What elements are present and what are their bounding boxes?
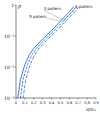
y-tick-label: 10⁻¹ bbox=[4, 34, 14, 39]
y-tick-label: 1 bbox=[11, 3, 14, 8]
x-axis-label: σ/σₘ bbox=[86, 107, 96, 112]
x-tick bbox=[42, 98, 43, 100]
x-tick-label: 0,2 bbox=[31, 101, 37, 105]
y-axis-label: P bbox=[18, 4, 21, 10]
x-tick bbox=[60, 98, 61, 100]
series-label: 4 paliers bbox=[75, 4, 92, 9]
chart: 0 0,10,20,30,40,50,60,70,80,9 10⁻³ 10⁻² 10⁻¹… bbox=[0, 0, 100, 116]
x-tick-label: 0,5 bbox=[58, 101, 64, 105]
annotation-leader bbox=[47, 18, 61, 21]
y-tick-label: 10⁻³ bbox=[4, 96, 14, 101]
y-tick bbox=[15, 98, 17, 99]
x-tick bbox=[87, 98, 88, 100]
x-tick-label: 0 bbox=[15, 101, 18, 105]
y-tick bbox=[15, 36, 17, 37]
x-tick-label: 0,3 bbox=[40, 101, 46, 105]
x-tick-label: 0,4 bbox=[49, 101, 55, 105]
x-tick bbox=[51, 98, 52, 100]
x-tick-label: 0,1 bbox=[22, 101, 28, 105]
y-tick bbox=[15, 67, 17, 68]
annotation-leader bbox=[63, 8, 75, 21]
y-tick bbox=[15, 5, 17, 6]
series-line bbox=[20, 6, 76, 98]
x-tick bbox=[69, 98, 70, 100]
x-axis bbox=[16, 98, 96, 99]
x-tick-label: 0,9 bbox=[93, 101, 99, 105]
x-tick bbox=[78, 98, 79, 100]
plot-area bbox=[18, 6, 79, 98]
x-tick-label: 0,6 bbox=[66, 101, 72, 105]
annotation-leader bbox=[44, 10, 66, 21]
series-label: 5 paliers bbox=[29, 14, 46, 19]
y-axis bbox=[16, 5, 17, 98]
x-tick bbox=[16, 98, 17, 100]
x-tick bbox=[24, 98, 25, 100]
series-label: 3 paliers bbox=[44, 6, 61, 11]
x-tick-label: 0,8 bbox=[84, 101, 90, 105]
x-tick bbox=[96, 98, 97, 100]
y-tick-label: 10⁻² bbox=[4, 65, 14, 70]
x-tick bbox=[33, 98, 34, 100]
series-line bbox=[18, 6, 74, 98]
x-tick-label: 0,7 bbox=[75, 101, 81, 105]
